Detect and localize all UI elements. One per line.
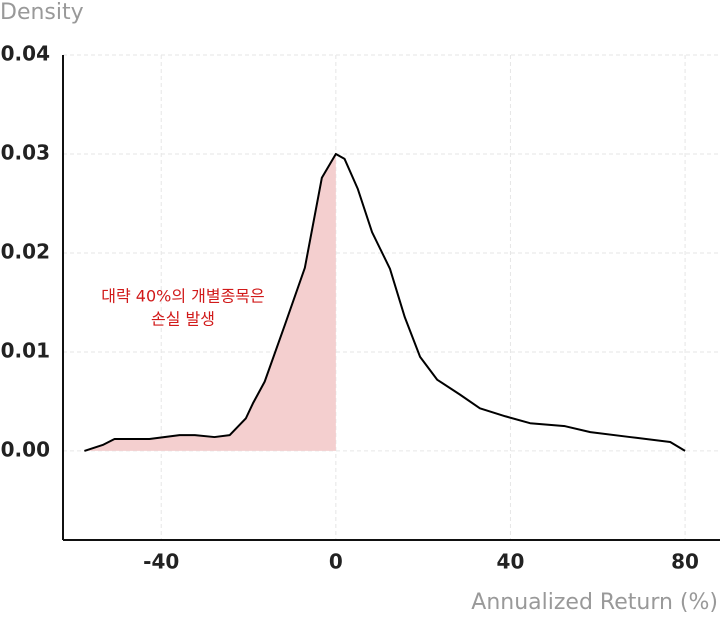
x-tick-label: 0 xyxy=(329,550,343,574)
x-tick-label: -40 xyxy=(143,550,179,574)
density-line xyxy=(84,152,686,452)
y-axis-label: Density xyxy=(0,0,84,25)
y-tick-label: 0.03 xyxy=(1,140,50,164)
x-tick-label: 80 xyxy=(671,550,699,574)
x-tick-label: 40 xyxy=(497,550,525,574)
y-tick-label: 0.01 xyxy=(1,338,50,362)
shaded-area xyxy=(84,153,336,451)
y-tick-label: 0.02 xyxy=(1,239,50,263)
annotation: 손실 발생 xyxy=(151,310,215,329)
x-axis-label: Annualized Return (%) xyxy=(471,590,718,615)
y-tick-label: 0.04 xyxy=(1,42,50,66)
annotation: 대략 40%의 개별종목은 xyxy=(101,287,265,306)
y-tick-label: 0.00 xyxy=(1,437,50,461)
